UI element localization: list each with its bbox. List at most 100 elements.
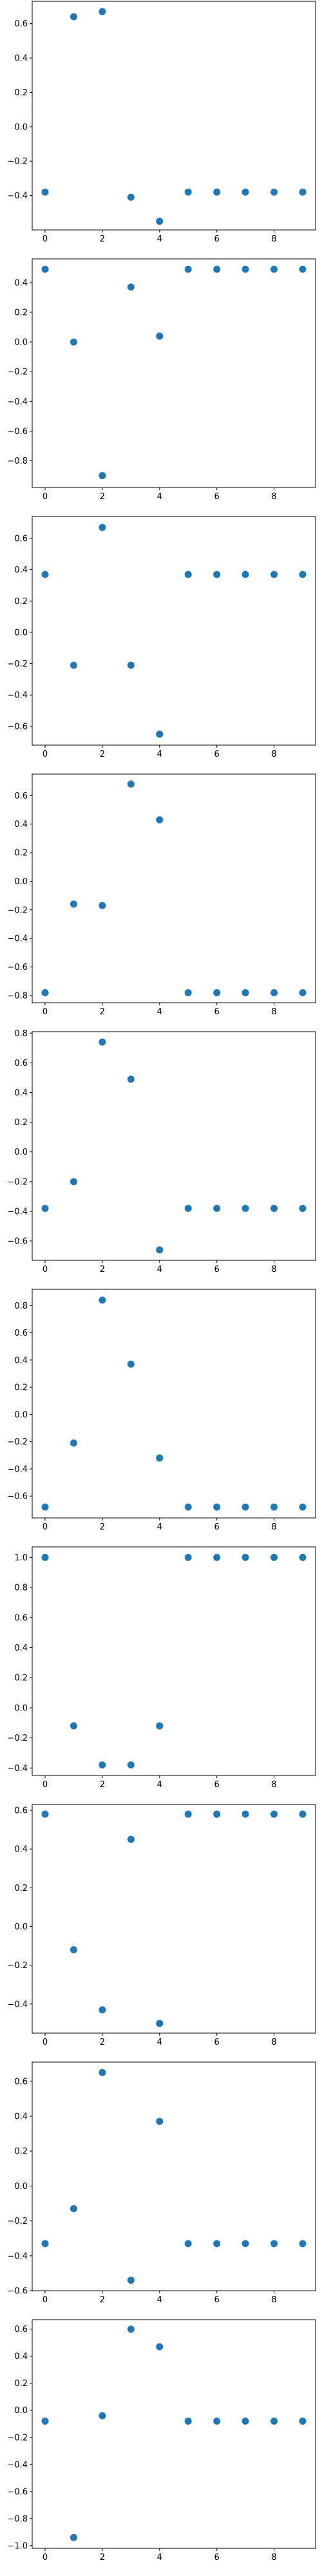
scatter-panel-1: −0.4 −0.2 0.0 0.2 0.4 0.6 0 2 4 6 8 — [7, 1, 316, 244]
data-point — [242, 989, 249, 996]
data-point — [99, 8, 106, 15]
y-tick-label: 0.2 — [14, 1118, 28, 1128]
scatter-panel-7: −0.4 −0.2 0.0 0.2 0.4 0.6 0.8 1.0 0 2 4 6 8 — [7, 1546, 316, 1790]
data-point — [213, 1810, 221, 1818]
y-tick-label: −0.2 — [7, 905, 28, 915]
data-point — [299, 1553, 307, 1561]
data-point — [70, 13, 77, 21]
data-point — [270, 188, 278, 196]
y-tick-label: 0.4 — [14, 2352, 28, 2362]
x-tick-label: 6 — [214, 750, 220, 759]
y-tick-label: 0.4 — [14, 565, 28, 575]
x-tick-label: 2 — [100, 492, 105, 502]
x-tick-label: 4 — [157, 234, 162, 244]
y-tick-label: 0.6 — [14, 1059, 28, 1068]
y-tick-label: 0.2 — [14, 308, 28, 317]
data-point — [299, 2418, 307, 2425]
x-tick-label: 8 — [271, 1780, 276, 1790]
scatter-panel-5: −0.6 −0.4 −0.2 0.0 0.2 0.4 0.6 0.8 0 2 4 6 8 — [7, 1029, 316, 1274]
x-tick-label: 6 — [214, 492, 220, 502]
data-point — [41, 1553, 49, 1561]
y-tick-label: −0.4 — [7, 934, 28, 944]
x-tick-label: 8 — [271, 234, 276, 244]
data-point — [127, 1761, 135, 1769]
y-tick-label: −0.4 — [7, 397, 28, 407]
data-point — [184, 2418, 192, 2425]
y-tick-label: 1.0 — [14, 1553, 28, 1563]
data-point — [156, 1722, 164, 1730]
data-point — [242, 1810, 249, 1818]
data-point — [127, 2325, 135, 2333]
x-tick-label: 0 — [43, 1780, 48, 1790]
data-point — [270, 1204, 278, 1212]
y-tick-label: 0.4 — [14, 54, 28, 64]
x-tick-label: 0 — [43, 234, 48, 244]
data-point — [41, 188, 49, 196]
data-point — [127, 1075, 135, 1083]
y-tick-label: 0.4 — [14, 1088, 28, 1098]
y-tick-label: 0.2 — [14, 849, 28, 858]
x-tick-label: 6 — [214, 2038, 220, 2047]
y-tick-label: −0.6 — [7, 1492, 28, 1502]
data-point — [213, 571, 221, 578]
data-point — [41, 1204, 49, 1212]
scatter-panel-8: −0.4 −0.2 0.0 0.2 0.4 0.6 0 2 4 6 8 — [7, 1804, 316, 2047]
data-point — [99, 2006, 106, 2014]
x-tick-label: 6 — [214, 1780, 220, 1790]
y-tick-label: 0.4 — [14, 2112, 28, 2122]
axes-frame — [32, 516, 316, 746]
data-point — [156, 218, 164, 225]
data-point — [99, 1761, 106, 1769]
y-tick-label: −0.2 — [7, 157, 28, 167]
data-point — [270, 1503, 278, 1511]
y-tick-label: 0.0 — [14, 1922, 28, 1932]
x-tick-label: 8 — [271, 2553, 276, 2562]
y-tick-label: 0.0 — [14, 122, 28, 132]
y-tick-label: −0.6 — [7, 722, 28, 732]
data-point — [270, 571, 278, 578]
x-tick-label: 6 — [214, 1522, 220, 1532]
x-tick-label: 8 — [271, 492, 276, 502]
y-tick-label: −0.2 — [7, 1177, 28, 1187]
data-point — [70, 338, 77, 346]
y-tick-label: −0.8 — [7, 2514, 28, 2524]
x-tick-label: 6 — [214, 2295, 220, 2305]
data-point — [299, 2240, 307, 2248]
data-point — [184, 1503, 192, 1511]
x-tick-label: 6 — [214, 2553, 220, 2562]
data-point — [70, 900, 77, 908]
scatter-panel-3: −0.6 −0.4 −0.2 0.0 0.2 0.4 0.6 0 2 4 6 8 — [7, 516, 316, 759]
y-tick-label: 0.0 — [14, 1410, 28, 1420]
axes-frame — [32, 1031, 316, 1261]
data-point — [270, 989, 278, 996]
x-tick-label: 0 — [43, 1522, 48, 1532]
axes-frame — [32, 2061, 316, 2291]
data-point — [127, 193, 135, 201]
y-tick-label: 0.2 — [14, 88, 28, 98]
data-point — [156, 1246, 164, 1254]
y-tick-label: −0.4 — [7, 691, 28, 701]
data-point — [41, 2418, 49, 2425]
axes-frame — [32, 773, 316, 1003]
data-point — [213, 1503, 221, 1511]
axes-frame — [32, 1804, 316, 2034]
y-tick-label: 0.4 — [14, 1356, 28, 1365]
x-tick-label: 8 — [271, 1522, 276, 1532]
x-tick-label: 0 — [43, 2295, 48, 2305]
data-point — [213, 2418, 221, 2425]
y-tick-label: 0.8 — [14, 1302, 28, 1311]
data-point — [156, 816, 164, 824]
y-tick-label: 0.0 — [14, 2406, 28, 2416]
x-tick-label: 2 — [100, 1522, 105, 1532]
x-tick-label: 4 — [157, 2038, 162, 2047]
x-tick-label: 2 — [100, 234, 105, 244]
data-point — [41, 2240, 49, 2248]
x-tick-label: 2 — [100, 2553, 105, 2562]
data-point — [99, 1038, 106, 1046]
data-point — [184, 989, 192, 996]
x-tick-label: 4 — [157, 2295, 162, 2305]
x-tick-label: 2 — [100, 2038, 105, 2047]
axes-frame — [32, 1289, 316, 1519]
scatter-panel-9: −0.6 −0.4 −0.2 0.0 0.2 0.4 0.6 0 2 4 6 8 — [7, 2061, 316, 2305]
data-point — [70, 2205, 77, 2213]
